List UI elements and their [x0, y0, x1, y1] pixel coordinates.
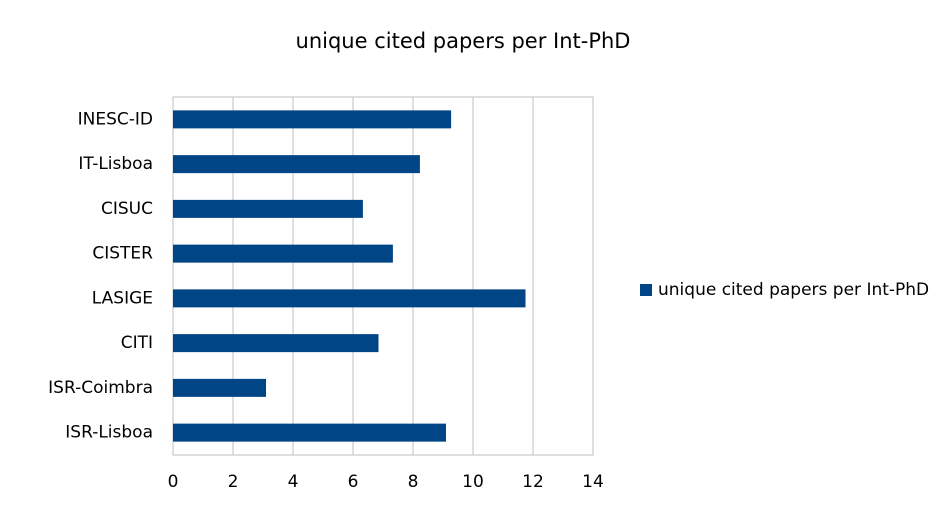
y-tick-label: IT-Lisboa — [78, 154, 153, 174]
x-tick-label: 0 — [168, 472, 179, 492]
y-tick-label: CITI — [121, 333, 153, 353]
x-tick-label: 14 — [582, 472, 604, 492]
y-tick-label: LASIGE — [92, 288, 153, 308]
x-tick-label: 10 — [462, 472, 484, 492]
bar — [173, 289, 526, 308]
bar — [173, 155, 420, 174]
bar — [173, 199, 363, 218]
bar — [173, 110, 452, 129]
y-tick-label: CISTER — [92, 244, 153, 264]
x-tick-label: 4 — [288, 472, 299, 492]
chart-title: unique cited papers per Int-PhD — [296, 29, 631, 53]
plot-area — [172, 96, 594, 456]
y-tick-label: INESC-ID — [78, 109, 153, 129]
bar — [173, 378, 266, 397]
x-tick-label: 2 — [228, 472, 239, 492]
x-tick-label: 8 — [408, 472, 419, 492]
legend-swatch — [640, 284, 652, 296]
y-tick-label: ISR-Coimbra — [48, 378, 153, 398]
x-tick-label: 12 — [522, 472, 544, 492]
y-tick-label: CISUC — [101, 199, 153, 219]
legend-label: unique cited papers per Int-PhD — [658, 280, 929, 300]
bar — [173, 423, 446, 442]
x-tick-label: 6 — [348, 472, 359, 492]
y-tick-label: ISR-Lisboa — [65, 423, 153, 443]
bar — [173, 334, 379, 353]
bar — [173, 244, 393, 263]
